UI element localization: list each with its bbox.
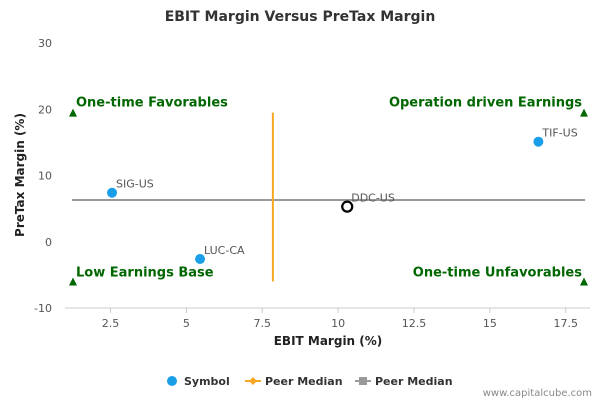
quadrant-marker-top-left [69, 108, 77, 117]
data-point-label: LUC-CA [204, 244, 245, 257]
legend-label: Peer Median [265, 375, 343, 388]
legend-label: Peer Median [375, 375, 453, 388]
y-tick-label: 0 [45, 236, 52, 249]
x-tick-label: 5 [183, 317, 190, 330]
quadrant-label-top-left: One-time Favorables [76, 96, 228, 111]
x-tick-label: 17.5 [553, 317, 578, 330]
data-point [533, 136, 544, 147]
quadrant-labels: One-time Favorables Operation driven Earn… [69, 96, 588, 286]
data-points: SIG-US LUC-CA TIF-US DDC-US [107, 127, 578, 264]
quadrant-marker-bottom-left [69, 277, 77, 286]
credit-text: www.capitalcube.com [483, 388, 592, 399]
x-tick-label: 15 [483, 317, 497, 330]
quadrant-label-bottom-left: Low Earnings Base [76, 266, 214, 281]
legend: Symbol Peer Median Peer Median [167, 375, 453, 388]
data-point [107, 187, 118, 198]
legend-label: Symbol [184, 375, 230, 388]
data-point-label: TIF-US [541, 127, 577, 140]
x-tick-label: 2.5 [102, 317, 120, 330]
x-tick-label: 12.5 [402, 317, 427, 330]
x-axis: 2.5 5 7.5 10 12.5 15 17.5 [65, 307, 590, 330]
y-tick-label: 20 [38, 103, 52, 116]
y-tick-label: 10 [38, 170, 52, 183]
quadrant-marker-bottom-right [580, 277, 588, 286]
quadrant-label-top-right: Operation driven Earnings [389, 96, 582, 111]
y-axis-label: PreTax Margin (%) [13, 113, 27, 237]
quadrant-label-bottom-right: One-time Unfavorables [413, 266, 582, 281]
y-tick-label: -10 [34, 302, 52, 315]
peer-median-lines [72, 112, 585, 282]
y-tick-label: 30 [38, 37, 52, 50]
legend-square-marker [359, 377, 367, 385]
x-axis-label: EBIT Margin (%) [274, 334, 383, 348]
y-axis: 30 20 10 0 -10 [34, 37, 52, 315]
data-point-highlight [341, 200, 354, 213]
data-point-label: SIG-US [116, 178, 154, 191]
chart-title: EBIT Margin Versus PreTax Margin [165, 9, 436, 25]
data-point-label: DDC-US [351, 192, 395, 205]
quadrant-marker-top-right [580, 108, 588, 117]
legend-symbol-marker [167, 376, 177, 386]
x-tick-label: 7.5 [254, 317, 272, 330]
legend-diamond-marker [249, 377, 257, 385]
data-point [195, 253, 206, 264]
x-tick-label: 10 [331, 317, 345, 330]
